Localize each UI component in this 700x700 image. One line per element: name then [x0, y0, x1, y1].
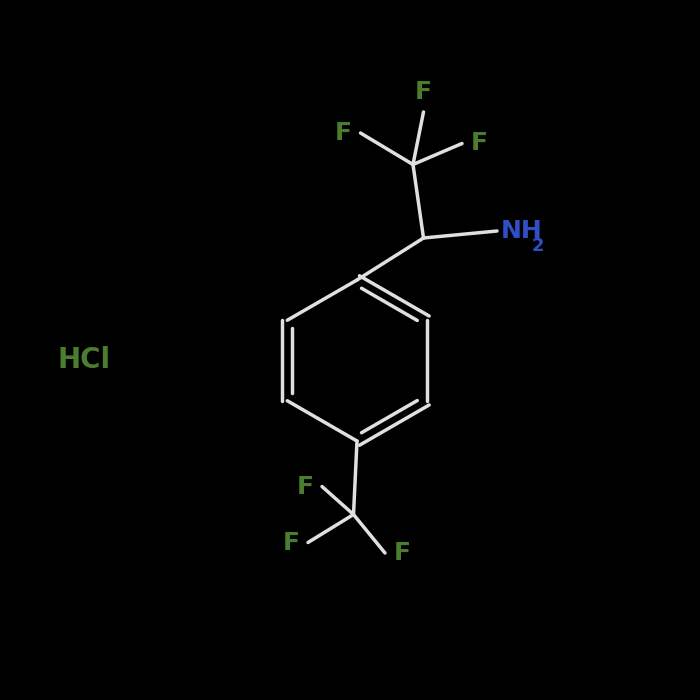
- Text: NH: NH: [500, 219, 542, 243]
- Text: F: F: [297, 475, 314, 498]
- Text: F: F: [393, 541, 410, 565]
- Text: F: F: [335, 121, 352, 145]
- Text: HCl: HCl: [57, 346, 111, 374]
- Text: F: F: [415, 80, 432, 104]
- Text: F: F: [283, 531, 300, 554]
- Text: F: F: [470, 132, 487, 155]
- Text: 2: 2: [532, 237, 545, 255]
